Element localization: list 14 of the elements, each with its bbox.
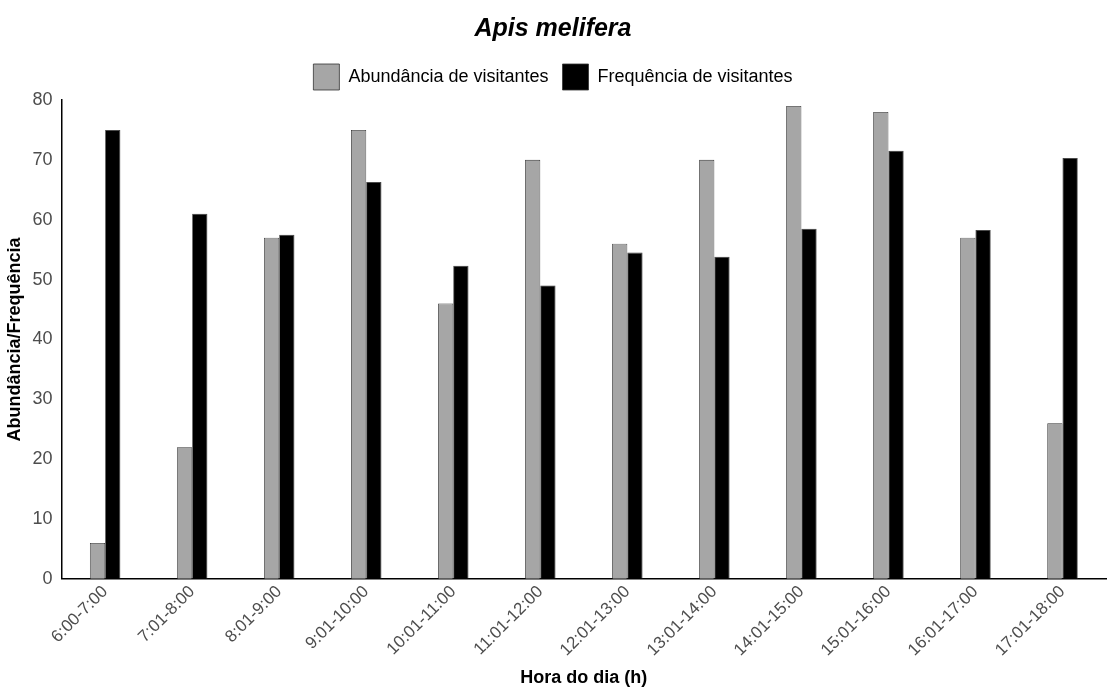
legend-label: Abundância de visitantes xyxy=(348,65,549,86)
y-axis-title: Abundância/Frequência xyxy=(3,236,24,442)
y-tick-label: 10 xyxy=(32,507,53,528)
y-tick-label: 0 xyxy=(42,567,53,588)
x-axis-title: Hora do dia (h) xyxy=(520,667,648,688)
y-tick-label: 50 xyxy=(32,268,53,289)
legend-label: Frequência de visitantes xyxy=(597,65,793,86)
y-tick-label: 60 xyxy=(32,208,53,229)
chart-title: Apis melifera xyxy=(473,12,632,41)
y-tick-label: 40 xyxy=(32,328,53,349)
y-tick-label: 30 xyxy=(32,388,53,409)
y-tick-label: 80 xyxy=(32,88,53,109)
y-tick-label: 20 xyxy=(32,448,53,469)
y-tick-label: 70 xyxy=(32,148,53,169)
